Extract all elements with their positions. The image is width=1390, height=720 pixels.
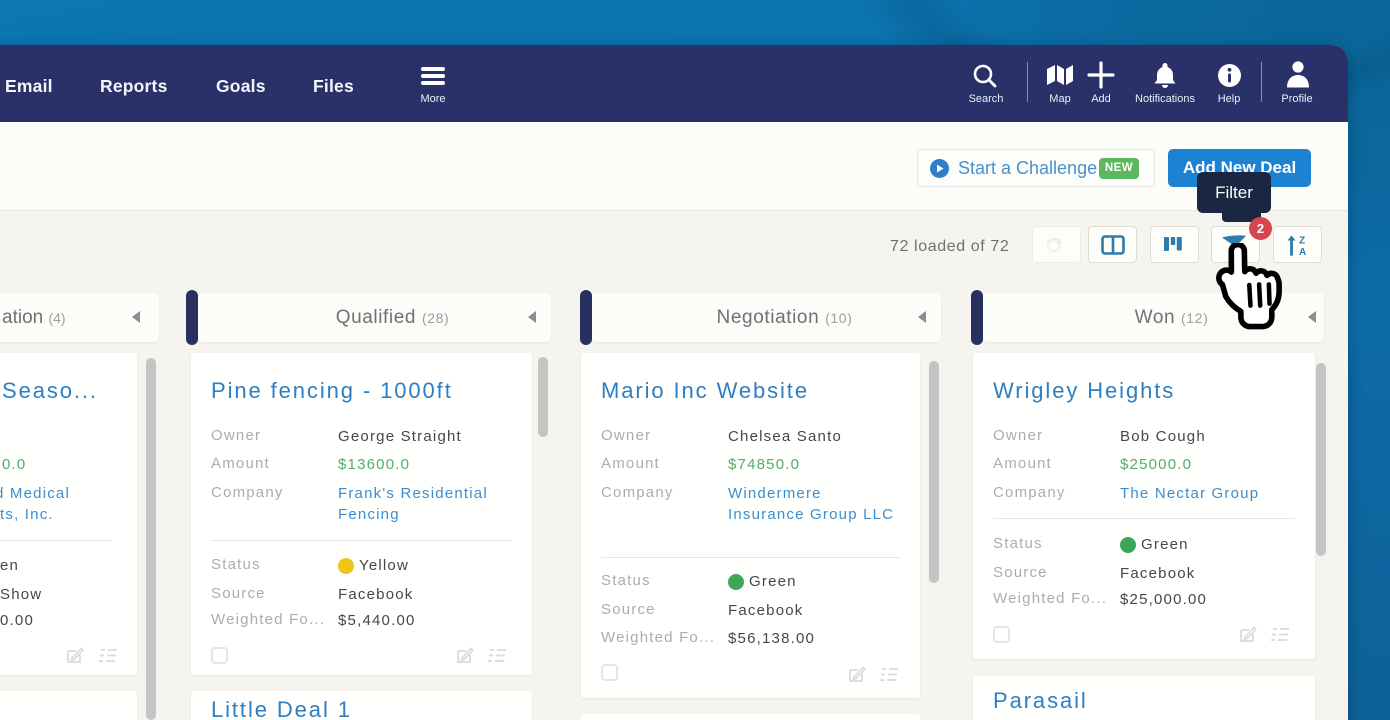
svg-text:Z: Z bbox=[1299, 236, 1305, 247]
svg-text:A: A bbox=[1299, 247, 1306, 256]
